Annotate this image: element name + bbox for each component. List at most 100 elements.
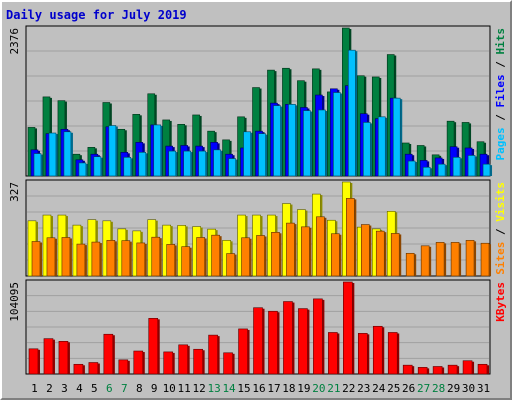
- kbytes-bar: [372, 325, 383, 375]
- kbytes-bar: [402, 364, 413, 375]
- kbytes-bar: [238, 328, 248, 375]
- pages-bar: [228, 158, 236, 177]
- sites-bar-side: [369, 225, 372, 276]
- legend-entry: Files: [494, 74, 507, 107]
- kbytes-bar: [223, 352, 233, 375]
- kbytes-bar: [313, 298, 323, 375]
- pages-bar-side: [460, 158, 463, 176]
- sites-bar: [106, 240, 116, 277]
- pages-bar: [93, 156, 102, 177]
- kbytes-bar-side: [367, 334, 370, 374]
- sites-bar-side: [189, 247, 192, 276]
- pages-bar-side: [445, 165, 448, 176]
- kbytes-bar-side: [412, 366, 415, 374]
- sites-bar: [76, 243, 86, 277]
- sites-bar: [46, 237, 56, 277]
- legend-entry: Pages: [494, 127, 507, 160]
- x-tick-label: 30: [462, 382, 475, 395]
- legend-entry: Hits: [494, 28, 507, 55]
- kbytes-bar: [477, 363, 488, 375]
- sites-bar-side: [384, 232, 387, 276]
- pages-bar-side: [400, 99, 403, 176]
- sites-bar: [331, 233, 340, 277]
- kbytes-bar: [298, 308, 308, 375]
- kbytes-bar-side: [457, 366, 460, 374]
- kbytes-bar: [73, 363, 84, 375]
- sites-bar: [480, 242, 490, 277]
- sites-bar: [241, 237, 250, 277]
- pages-bar: [452, 157, 461, 177]
- kbytes-bar: [148, 318, 159, 375]
- pages-bar: [168, 150, 177, 177]
- sites-bar: [181, 246, 190, 277]
- sites-bar: [450, 242, 460, 277]
- kbytes-bar-side: [217, 336, 220, 374]
- sites-bar-side: [40, 242, 42, 276]
- x-tick-label: 26: [402, 382, 415, 395]
- kbytes-bar: [28, 348, 39, 375]
- kbytes-bar-side: [142, 352, 145, 374]
- x-tick-label: 20: [312, 382, 325, 395]
- x-tick-label: 25: [387, 382, 400, 395]
- legend-entry: /: [494, 222, 507, 242]
- pages-bar: [48, 132, 57, 177]
- sites-bar: [435, 242, 445, 277]
- kbytes-bar: [43, 338, 54, 375]
- x-tick-label: 23: [357, 382, 370, 395]
- kbytes-bar-side: [352, 283, 355, 374]
- pages-bar: [258, 133, 266, 177]
- pages-bar-side: [385, 117, 388, 176]
- x-tick-label: 28: [432, 382, 445, 395]
- pages-bar-side: [145, 153, 148, 176]
- kbytes-bar-side: [427, 368, 430, 374]
- kbytes-bar: [178, 344, 188, 375]
- pages-bar-side: [415, 162, 418, 176]
- sites-bar-side: [99, 243, 102, 276]
- pages-bar: [288, 104, 296, 177]
- pages-bar: [243, 131, 251, 177]
- x-tick-label: 29: [447, 382, 460, 395]
- pages-bar: [407, 160, 416, 177]
- x-tick-label: 4: [76, 382, 83, 395]
- x-tick-label: 6: [106, 382, 113, 395]
- pages-bar: [183, 150, 191, 177]
- pages-bar: [437, 163, 446, 177]
- pages-bar-side: [100, 157, 103, 176]
- x-tick-label: 1: [31, 382, 38, 395]
- pages-bar: [422, 166, 431, 177]
- pages-bar: [273, 105, 281, 177]
- pages-bar-side: [325, 110, 328, 176]
- kbytes-bar-side: [277, 312, 280, 374]
- pages-bar: [123, 157, 132, 177]
- sites-bar: [316, 216, 325, 277]
- kbytes-bar: [357, 333, 368, 375]
- x-tick-label: 9: [151, 382, 158, 395]
- sites-bar-side: [54, 238, 57, 276]
- sites-bar: [286, 222, 295, 277]
- kbytes-bar-side: [232, 353, 235, 374]
- sites-bar: [196, 237, 205, 277]
- sites-bar-side: [294, 224, 297, 276]
- sites-bar-side: [444, 243, 447, 276]
- sites-bar: [420, 245, 430, 277]
- kbytes-bar: [417, 367, 428, 375]
- pages-bar: [303, 110, 311, 177]
- kbytes-bar-side: [292, 302, 295, 374]
- sites-bar-side: [399, 234, 402, 276]
- legend-entry: /: [494, 55, 507, 75]
- sites-bar-side: [159, 238, 162, 276]
- x-tick-label: 11: [178, 382, 191, 395]
- kbytes-bar-side: [82, 365, 85, 374]
- x-tick-label: 21: [327, 382, 340, 395]
- kbytes-bar-side: [157, 319, 160, 374]
- x-tick-label: 16: [252, 382, 265, 395]
- pages-bar-side: [115, 126, 118, 176]
- sites-bar-side: [204, 238, 207, 276]
- kbytes-bar-side: [337, 333, 340, 374]
- kbytes-bar-side: [97, 363, 100, 374]
- pages-bar: [318, 109, 326, 177]
- legend-entry: /: [494, 108, 507, 128]
- pages-bar-side: [55, 134, 58, 176]
